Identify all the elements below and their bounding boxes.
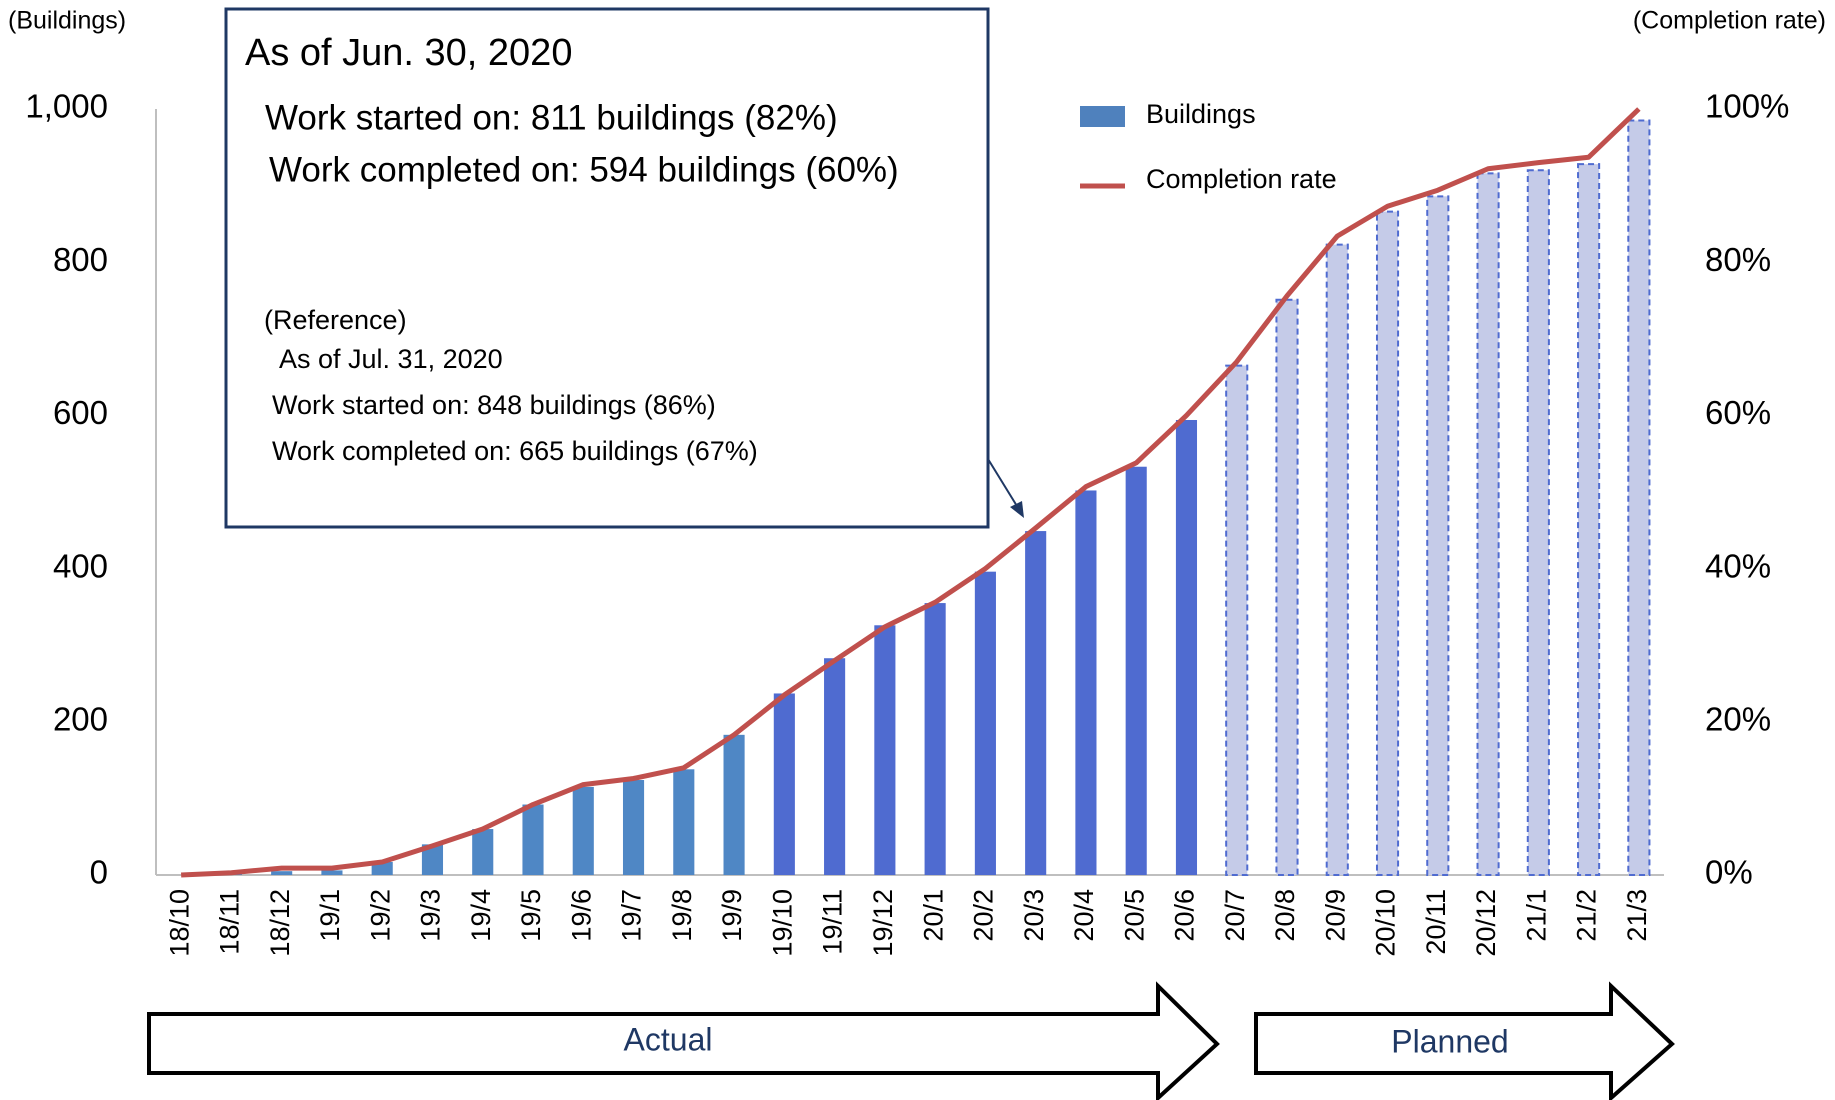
y2-tick-label: 0% <box>1705 854 1753 891</box>
x-tick-label: 20/8 <box>1270 889 1300 942</box>
bar <box>1175 419 1198 875</box>
x-tick-label: 20/1 <box>918 889 948 942</box>
legend-label: Buildings <box>1146 99 1256 129</box>
legend-swatch <box>1080 106 1125 127</box>
bar <box>1375 210 1400 877</box>
x-tick-label: 19/12 <box>868 889 898 957</box>
bar <box>472 829 494 875</box>
x-tick-label: 19/9 <box>717 889 747 942</box>
x-tick-label: 20/2 <box>969 889 999 942</box>
bar <box>1025 531 1047 875</box>
x-tick-label: 21/1 <box>1521 889 1551 942</box>
x-tick-label: 18/11 <box>215 889 245 955</box>
bar <box>1075 490 1097 875</box>
bar <box>622 780 645 875</box>
x-tick-label: 19/7 <box>617 889 647 942</box>
y-tick-label: 0 <box>90 854 108 891</box>
bar <box>1225 364 1249 876</box>
x-tick-label: 19/1 <box>315 889 345 942</box>
x-tick-label: 19/6 <box>566 889 596 942</box>
legend-label: Completion rate <box>1146 164 1337 194</box>
bar <box>371 861 393 875</box>
bar <box>773 693 795 875</box>
x-tick-label: 20/10 <box>1371 889 1401 957</box>
x-tick-label: 20/7 <box>1220 889 1250 942</box>
bar <box>1476 172 1500 876</box>
bar <box>421 844 444 875</box>
y-tick-label: 800 <box>53 241 108 278</box>
x-tick-label: 19/11 <box>818 889 848 955</box>
x-tick-label: 21/3 <box>1622 889 1652 942</box>
annotation-title: As of Jun. 30, 2020 <box>245 32 572 74</box>
x-tick-label: 19/8 <box>667 889 697 942</box>
phase-label: Actual <box>624 1021 713 1057</box>
x-tick-label: 20/4 <box>1069 889 1099 942</box>
reference-line: (Reference) <box>264 305 407 335</box>
reference-line: Work completed on: 665 buildings (67%) <box>272 436 758 466</box>
x-tick-label: 18/10 <box>164 889 194 957</box>
x-tick-label: 20/11 <box>1421 889 1451 955</box>
y2-tick-label: 80% <box>1705 241 1771 278</box>
phase-arrow <box>1254 981 1675 1100</box>
bar <box>1275 298 1299 876</box>
x-tick-label: 20/5 <box>1119 889 1149 942</box>
plot: 0 200 400 600 800 1,000 0% 20% 40% 60% 80% 100% 18/1… <box>25 88 1789 957</box>
bar <box>572 786 594 875</box>
y-tick-label: 400 <box>53 547 108 584</box>
bar <box>924 603 946 875</box>
bar <box>974 571 996 875</box>
x-tick-label: 19/4 <box>466 889 496 942</box>
bar <box>1526 169 1550 876</box>
bar <box>824 658 846 875</box>
x-tick-label: 20/9 <box>1320 889 1350 942</box>
y2-tick-label: 20% <box>1705 701 1771 738</box>
line <box>181 107 1641 878</box>
bar <box>1125 466 1147 875</box>
bar <box>1325 243 1349 877</box>
y2-tick-label: 40% <box>1705 547 1771 584</box>
annotation-pointer <box>987 458 1021 512</box>
y2-tick-label: 60% <box>1705 394 1771 431</box>
annotation-line: Work started on: 811 buildings (82%) <box>265 98 838 137</box>
y2-axis-label: (Completion rate) <box>1633 7 1826 35</box>
x-tick-label: 20/12 <box>1471 889 1501 957</box>
x-tick-label: 20/3 <box>1019 889 1049 942</box>
bar <box>1577 163 1601 877</box>
phase-arrow <box>147 981 1220 1100</box>
y-tick-label: 600 <box>53 394 108 431</box>
y2-tick-label: 100% <box>1705 88 1789 125</box>
reference-line: As of Jul. 31, 2020 <box>279 344 503 374</box>
bar <box>1426 195 1450 877</box>
bar <box>673 769 695 875</box>
x-tick-label: 19/10 <box>767 889 797 957</box>
x-tick-label: 20/6 <box>1170 889 1200 942</box>
x-tick-label: 19/5 <box>516 889 546 942</box>
x-tick-label: 21/2 <box>1572 889 1602 942</box>
y-tick-label: 1,000 <box>25 88 108 125</box>
annotation-line: Work completed on: 594 buildings (60%) <box>269 150 899 189</box>
bar <box>522 804 544 875</box>
bar <box>1627 119 1651 877</box>
bar <box>271 871 293 875</box>
reference-line: Work started on: 848 buildings (86%) <box>272 390 716 420</box>
x-tick-label: 19/3 <box>416 889 446 942</box>
bar <box>723 734 745 875</box>
y-axis-label: (Buildings) <box>8 7 126 35</box>
annotation-pointer-head <box>1010 501 1024 518</box>
bar <box>874 625 896 875</box>
phase-label: Planned <box>1391 1023 1508 1059</box>
bar <box>321 870 343 875</box>
x-tick-label: 18/12 <box>265 889 295 957</box>
annotation-box <box>224 7 990 529</box>
x-tick-label: 19/2 <box>365 889 395 942</box>
y-tick-label: 200 <box>53 701 108 738</box>
